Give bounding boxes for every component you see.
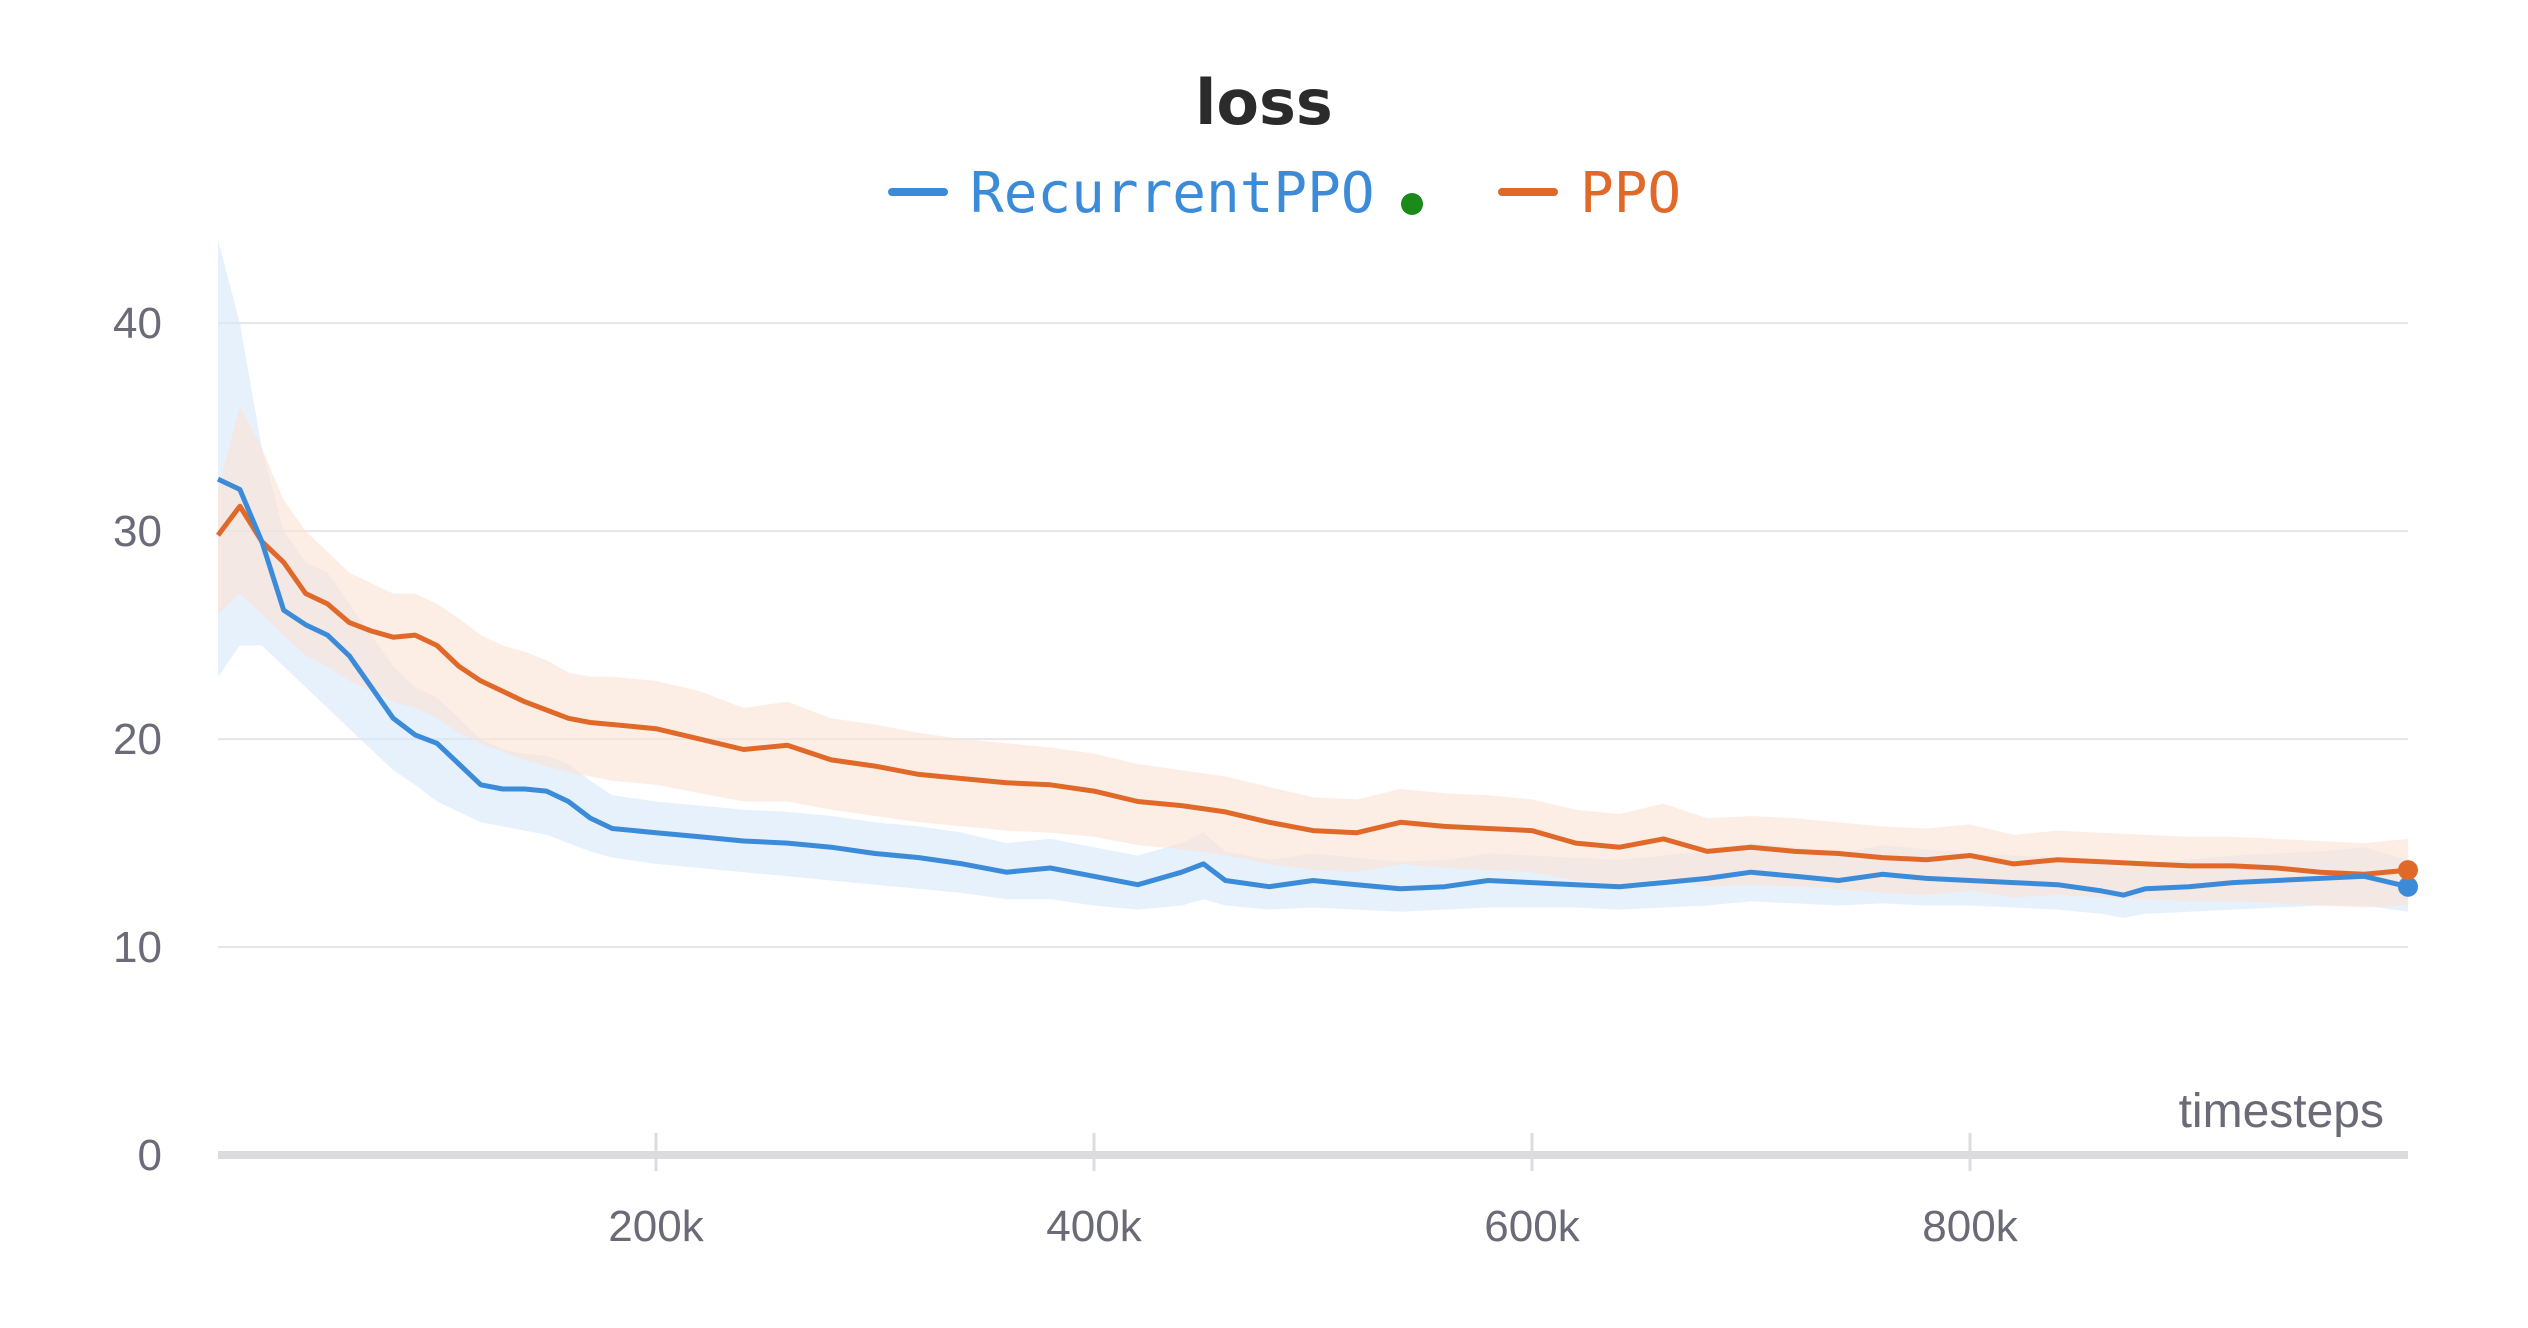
x-axis-title: timesteps [2179,1085,2384,1138]
chart-title: loss [1195,66,1333,139]
x-tick-label-200k: 200k [608,1202,704,1251]
x-tick-label-400k: 400k [1046,1202,1142,1251]
legend: RecurrentPPO PPO [888,161,1681,226]
status-dot-icon [1401,193,1423,215]
legend-label-ppo: PPO [1580,161,1681,226]
line-recurrentppo [216,476,2409,898]
y-tick-label-10: 10 [113,923,162,972]
y-axis-ticks: 0 10 20 30 40 [113,299,162,1180]
legend-label-recurrentppo: RecurrentPPO [970,161,1375,226]
x-tick-label-800k: 800k [1922,1202,2018,1251]
endpoint-ppo [2398,860,2418,881]
x-axis-ticks: 200k 400k 600k 800k [608,1133,2019,1251]
band-ppo [218,406,2408,908]
series-endpoints [2398,860,2418,897]
y-tick-label-0: 0 [138,1131,162,1180]
series-lines [216,476,2409,898]
x-tick-label-600k: 600k [1484,1202,1580,1251]
line-ppo [216,503,2409,877]
y-tick-label-30: 30 [113,507,162,556]
y-tick-label-40: 40 [113,299,162,348]
endpoint-recurrentppo [2398,876,2418,897]
confidence-bands [218,240,2408,918]
y-tick-label-20: 20 [113,715,162,764]
